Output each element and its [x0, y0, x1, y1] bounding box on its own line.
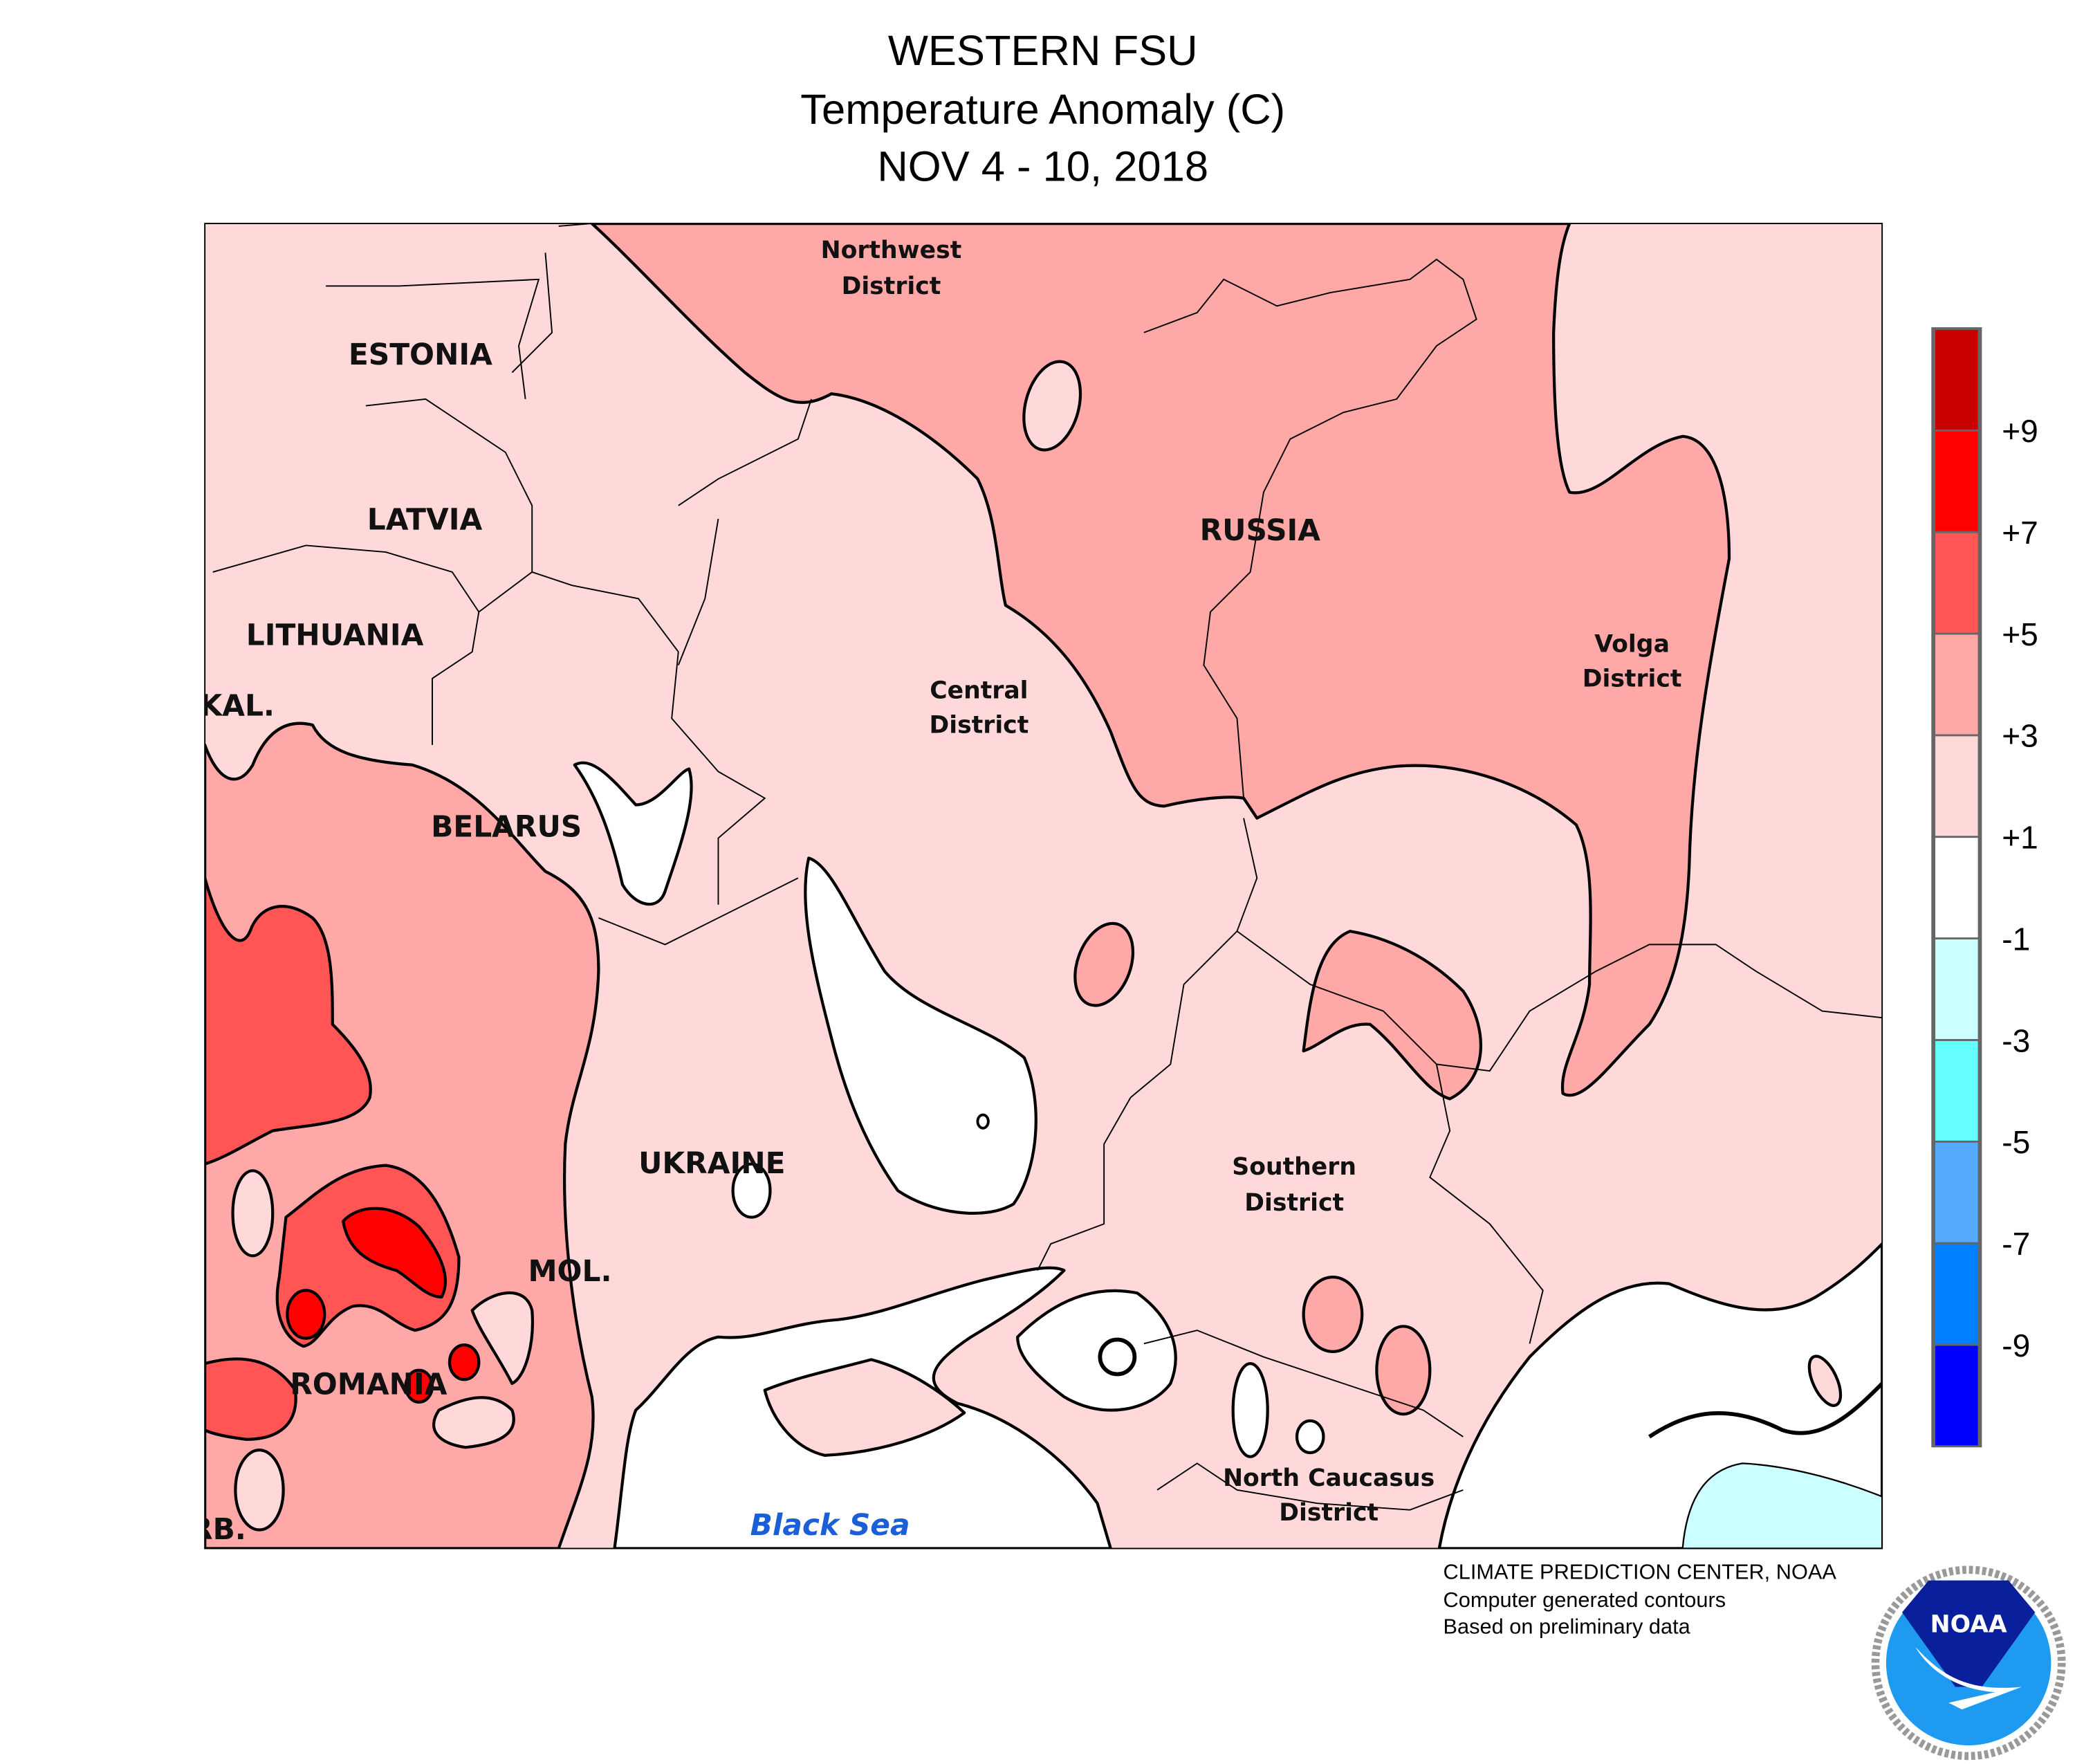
- label-black-sea: Black Sea: [750, 1508, 910, 1542]
- legend-swatch: [1935, 431, 1978, 531]
- legend-swatch: [1935, 533, 1978, 633]
- legend-tick-label: +1: [2002, 820, 2038, 856]
- label-central-district: District: [930, 712, 1029, 739]
- anomaly-3to5-blob: [1073, 921, 1135, 1007]
- anomaly-5to7-southwest: [205, 1357, 297, 1441]
- label-russia: RUSSIA: [1200, 513, 1321, 547]
- legend-tick-label: -5: [2002, 1124, 2030, 1160]
- label-volga: Volga: [1594, 630, 1670, 658]
- map-area: [205, 223, 1883, 1549]
- anomaly-neutral-azov: [1016, 1289, 1177, 1412]
- legend-tick-label: +9: [2002, 413, 2038, 449]
- label-kal: KAL.: [199, 689, 275, 723]
- noaa-logo-text: NOAA: [1930, 1611, 2007, 1639]
- contour-line: [1648, 1381, 1883, 1439]
- credit-line1: CLIMATE PREDICTION CENTER, NOAA: [1444, 1560, 1837, 1584]
- legend-tick-label: -3: [2002, 1022, 2030, 1058]
- credit-line2: Computer generated contours: [1444, 1588, 1726, 1612]
- anomaly-3to5-blob: [1375, 1325, 1432, 1416]
- legend-swatch: [1935, 329, 1978, 430]
- anomaly-neutral-blob: [1295, 1419, 1325, 1455]
- label-central: Central: [930, 677, 1028, 705]
- legend-tick-label: +3: [2002, 718, 2038, 754]
- legend-tick-label: +5: [2002, 616, 2038, 652]
- anomaly-7to9-romania: [342, 1206, 447, 1299]
- legend-swatch: [1935, 1345, 1978, 1446]
- legend-tick-label: +7: [2002, 515, 2038, 551]
- label-northwest-district: District: [842, 273, 941, 300]
- legend-swatch: [1935, 939, 1978, 1040]
- anomaly-minus1to3-caspian: [1681, 1462, 1883, 1549]
- anomaly-7to9-blob: [448, 1343, 481, 1381]
- title-line1: WESTERN FSU: [888, 27, 1198, 75]
- anomaly-1to3-island: [1022, 360, 1082, 452]
- label-estonia: ESTONIA: [349, 338, 492, 371]
- legend-swatch: [1935, 1244, 1978, 1344]
- legend-swatch: [1935, 634, 1978, 735]
- noaa-logo: NOAA: [1871, 1565, 2066, 1761]
- legend-tick-label: -1: [2002, 921, 2030, 957]
- anomaly-1to3-patch: [234, 1449, 285, 1532]
- contour-ring: [1098, 1337, 1137, 1377]
- title-line3: NOV 4 - 10, 2018: [877, 143, 1208, 191]
- legend-swatch: [1935, 736, 1978, 836]
- legend-swatch: [1935, 1040, 1978, 1141]
- label-southern: Southern: [1232, 1153, 1356, 1181]
- label-north-caucasus-district: District: [1279, 1499, 1378, 1527]
- legend-swatch: [1935, 1142, 1978, 1242]
- anomaly-1to3-patch: [432, 1396, 515, 1449]
- anomaly-1to3-patch: [470, 1291, 534, 1386]
- label-latvia: LATVIA: [367, 502, 483, 536]
- credit-line3: Based on preliminary data: [1444, 1615, 1691, 1639]
- label-belarus: BELARUS: [431, 810, 582, 844]
- anomaly-neutral-blob: [731, 1162, 772, 1219]
- color-legend: +9 +7 +5 +3 +1 -1 -3 -5 -7 -9: [1931, 327, 2038, 1448]
- anomaly-7to9-blob: [404, 1368, 434, 1404]
- anomaly-3to5-blob: [1302, 1276, 1364, 1353]
- label-mol: MOL.: [528, 1254, 611, 1288]
- legend-swatch: [1935, 838, 1978, 938]
- anomaly-3to5-russia: [590, 223, 1731, 1097]
- label-ukraine: UKRAINE: [638, 1146, 785, 1180]
- label-northwest: Northwest: [821, 237, 962, 264]
- title-line2: Temperature Anomaly (C): [800, 86, 1285, 134]
- anomaly-1to3-blob: [1807, 1354, 1843, 1407]
- anomaly-1to3-patch: [231, 1169, 275, 1258]
- legend-tick-label: -9: [2002, 1327, 2030, 1363]
- crimea-area: [763, 1358, 966, 1457]
- country-borders: [212, 223, 1883, 1511]
- anomaly-7to9-blob: [286, 1289, 326, 1340]
- label-volga-district: District: [1583, 665, 1682, 692]
- legend-tick-label: -7: [2002, 1226, 2030, 1262]
- label-romania: ROMANIA: [290, 1367, 447, 1401]
- anomaly-5to7-west: [205, 876, 372, 1166]
- map-frame: [204, 223, 1883, 1550]
- anomaly-neutral-blob: [1231, 1362, 1269, 1458]
- contour-ring: [976, 1113, 990, 1130]
- label-north-caucasus: North Caucasus: [1223, 1464, 1435, 1492]
- label-rb: RB.: [190, 1512, 246, 1546]
- label-lithuania: LITHUANIA: [246, 618, 424, 652]
- anomaly-3to5-southern: [1302, 930, 1482, 1101]
- label-southern-district: District: [1244, 1189, 1344, 1217]
- anomaly-neutral-belarus: [573, 761, 693, 906]
